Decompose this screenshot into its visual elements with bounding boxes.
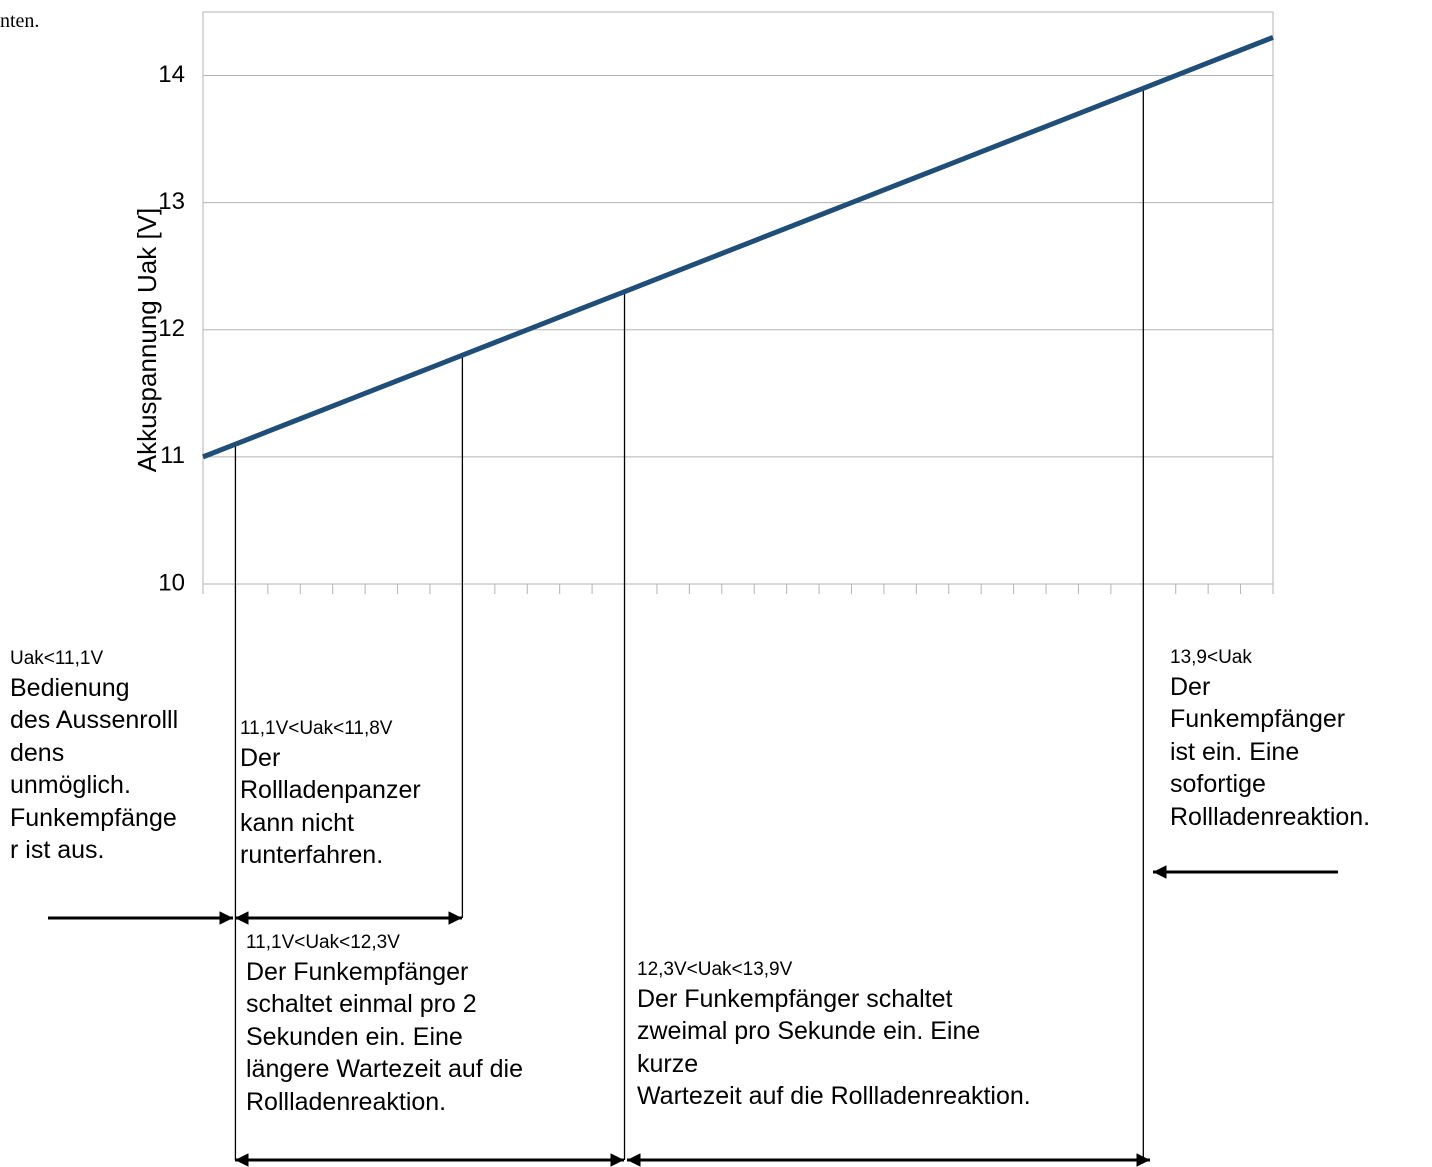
annotation-line: Wartezeit auf die Rollladenreaktion. bbox=[637, 1082, 1031, 1111]
threshold-lines bbox=[234, 88, 1144, 1160]
x-axis-ticks bbox=[202, 584, 1274, 594]
annotation-line: Rollladenpanzer bbox=[240, 776, 421, 805]
annotation-condition: Uak<11,1V bbox=[10, 648, 104, 669]
annotation-line: sofortige bbox=[1170, 770, 1266, 799]
page-text-fragment: nten. bbox=[0, 10, 40, 32]
annotation-condition: 13,9<Uak bbox=[1170, 647, 1252, 668]
annotation-line: Rollladenreaktion. bbox=[1170, 802, 1371, 831]
annotation-line: Der Funkempfänger schaltet bbox=[637, 984, 953, 1013]
annotation-condition: 11,1V<Uak<12,3V bbox=[246, 932, 400, 953]
y-axis-ticks: 10 11 12 13 14 bbox=[158, 61, 185, 596]
annotation-condition: 12,3V<Uak<13,9V bbox=[637, 959, 793, 980]
annotation-line: dens bbox=[10, 738, 65, 767]
annotation-line: Funkempfänger bbox=[1170, 705, 1346, 734]
y-axis-label: Akkuspannung Uak [V] bbox=[132, 208, 162, 473]
annotation-line: kann nicht bbox=[240, 808, 354, 837]
gridlines bbox=[203, 75, 1273, 458]
annotation-11-1-to-12-3: 11,1V<Uak<12,3V Der Funkempfänger schalt… bbox=[246, 931, 523, 1118]
annotation-11-1-to-11-8: 11,1V<Uak<11,8V Der Rollladenpanzer kann… bbox=[240, 717, 421, 872]
annotation-condition: 11,1V<Uak<11,8V bbox=[240, 718, 393, 739]
plot-area-frame bbox=[202, 11, 1274, 585]
annotation-above-13-9: 13,9<Uak Der Funkempfänger ist ein. Eine… bbox=[1170, 646, 1370, 833]
y-tick-label: 10 bbox=[158, 569, 185, 596]
y-tick-label: 12 bbox=[158, 315, 185, 342]
y-tick-label: 14 bbox=[158, 61, 185, 88]
annotation-line: Bedienung bbox=[10, 673, 130, 702]
y-tick-label: 11 bbox=[160, 442, 185, 469]
annotation-line: ist ein. Eine bbox=[1170, 737, 1300, 766]
annotation-line: runterfahren. bbox=[240, 841, 384, 870]
y-tick-label: 13 bbox=[158, 188, 185, 215]
annotation-line: Der bbox=[1170, 672, 1211, 701]
annotation-line: Der Funkempfänger bbox=[246, 957, 469, 986]
annotation-line: Rollladenreaktion. bbox=[246, 1087, 447, 1116]
annotation-line: zweimal pro Sekunde ein. Eine bbox=[637, 1017, 981, 1046]
annotation-line: schaltet einmal pro 2 bbox=[246, 990, 477, 1019]
annotation-line: kurze bbox=[637, 1049, 699, 1078]
annotation-line: unmöglich. bbox=[10, 771, 131, 800]
annotation-line: des Aussenrolll bbox=[10, 706, 179, 735]
annotation-line: Sekunden ein. Eine bbox=[246, 1022, 463, 1051]
annotation-line: r ist aus. bbox=[10, 836, 105, 865]
series-line bbox=[202, 35, 1274, 460]
range-arrows bbox=[48, 865, 1338, 1167]
annotation-line: Funkempfänge bbox=[10, 803, 177, 832]
annotation-below-11-1: Uak<11,1V Bedienung des Aussenrolll dens… bbox=[10, 647, 178, 867]
annotation-12-3-to-13-9: 12,3V<Uak<13,9V Der Funkempfänger schalt… bbox=[637, 958, 1031, 1113]
annotation-line: Der bbox=[240, 743, 281, 772]
annotation-line: längere Wartezeit auf die bbox=[246, 1055, 524, 1084]
